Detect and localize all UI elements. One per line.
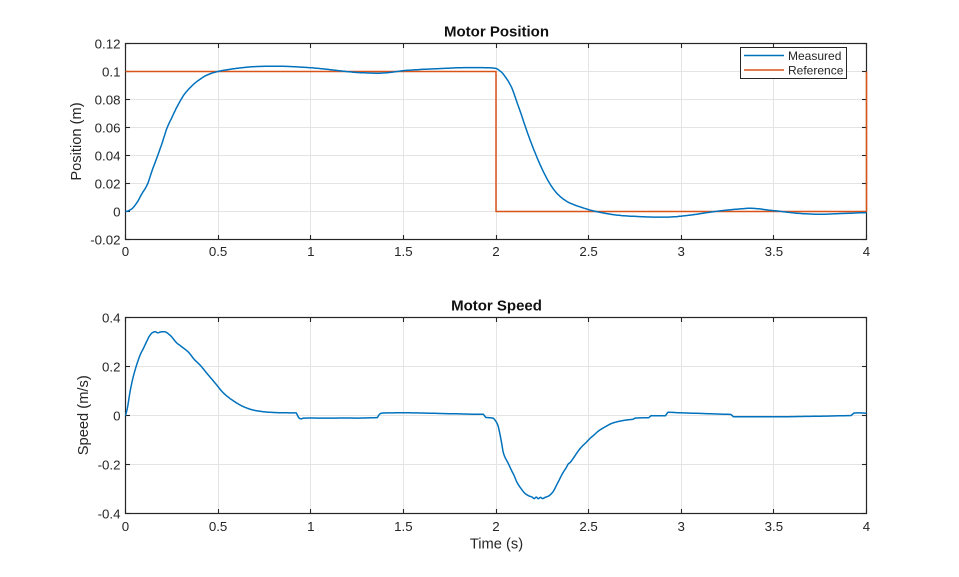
svg-text:Motor Position: Motor Position	[444, 24, 549, 41]
svg-text:Position (m): Position (m)	[69, 102, 85, 180]
svg-text:Motor Speed: Motor Speed	[451, 298, 542, 315]
svg-text:0.08: 0.08	[95, 92, 121, 107]
svg-text:3.5: 3.5	[765, 519, 784, 534]
svg-text:0.5: 0.5	[209, 519, 228, 534]
svg-text:0.02: 0.02	[95, 176, 121, 191]
svg-text:-0.02: -0.02	[90, 232, 120, 247]
svg-text:2.5: 2.5	[579, 244, 598, 259]
svg-text:0.06: 0.06	[95, 120, 121, 135]
svg-text:1.5: 1.5	[394, 519, 413, 534]
svg-text:3.5: 3.5	[765, 244, 784, 259]
svg-text:0: 0	[122, 244, 129, 259]
svg-text:0: 0	[113, 408, 120, 423]
svg-text:2: 2	[492, 519, 499, 534]
svg-text:4: 4	[863, 519, 870, 534]
svg-text:-0.2: -0.2	[98, 457, 121, 472]
svg-text:2.5: 2.5	[579, 519, 598, 534]
svg-text:0.1: 0.1	[102, 64, 121, 79]
svg-text:4: 4	[863, 244, 870, 259]
svg-text:0.04: 0.04	[95, 148, 121, 163]
svg-text:3: 3	[677, 519, 684, 534]
svg-text:1: 1	[307, 244, 314, 259]
svg-text:0: 0	[113, 204, 120, 219]
svg-text:3: 3	[677, 244, 684, 259]
svg-text:1.5: 1.5	[394, 244, 413, 259]
svg-text:0.5: 0.5	[209, 244, 228, 259]
svg-text:Time (s): Time (s)	[470, 537, 523, 553]
svg-text:0.4: 0.4	[102, 310, 121, 325]
svg-text:Speed (m/s): Speed (m/s)	[76, 375, 92, 455]
svg-text:2: 2	[492, 244, 499, 259]
svg-text:-0.4: -0.4	[98, 506, 121, 521]
svg-text:Measured: Measured	[788, 49, 841, 63]
svg-text:Reference: Reference	[788, 63, 844, 77]
svg-text:1: 1	[307, 519, 314, 534]
svg-text:0.2: 0.2	[102, 359, 121, 374]
svg-text:0: 0	[122, 519, 129, 534]
svg-text:0.12: 0.12	[95, 36, 121, 51]
